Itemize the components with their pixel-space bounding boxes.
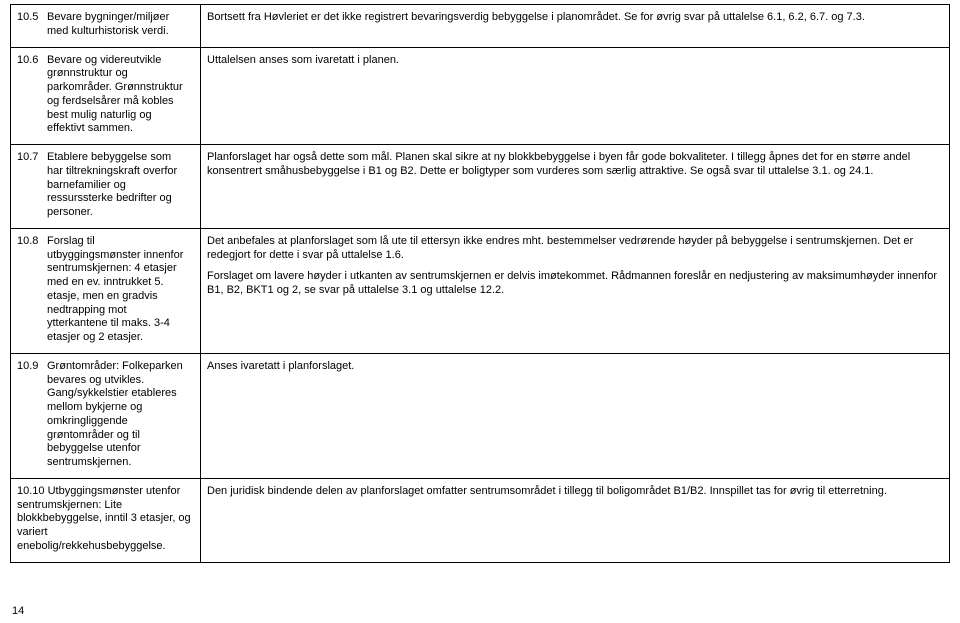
table-row: 10.9Grøntområder: Folkeparken bevares og… — [11, 353, 950, 478]
response-cell: Uttalelsen anses som ivaretatt i planen. — [201, 47, 950, 145]
response-cell: Planforslaget har også dette som mål. Pl… — [201, 145, 950, 229]
provision-text: Bevare bygninger/miljøer med kulturhisto… — [47, 11, 190, 39]
provision-text: Etablere bebyggelse som har tiltreknings… — [47, 151, 190, 220]
provisions-table: 10.5Bevare bygninger/miljøer med kulturh… — [10, 4, 950, 563]
provision-cell: 10.9Grøntområder: Folkeparken bevares og… — [11, 353, 201, 478]
provision-text: 10.10 Utbyggingsmønster utenfor sentrums… — [17, 485, 194, 554]
response-paragraph: Planforslaget har også dette som mål. Pl… — [207, 151, 943, 179]
response-paragraph: Den juridisk bindende delen av planforsl… — [207, 485, 943, 499]
response-paragraph: Anses ivaretatt i planforslaget. — [207, 360, 943, 374]
provision-number: 10.8 — [17, 235, 47, 249]
provision-cell: 10.5Bevare bygninger/miljøer med kulturh… — [11, 5, 201, 48]
provision-text: Forslag til utbyggingsmønster innenfor s… — [47, 235, 190, 345]
document-page: 10.5Bevare bygninger/miljøer med kulturh… — [0, 0, 960, 623]
response-paragraph: Forslaget om lavere høyder i utkanten av… — [207, 270, 943, 298]
provision-number: 10.6 — [17, 54, 47, 68]
table-row: 10.5Bevare bygninger/miljøer med kulturh… — [11, 5, 950, 48]
provision-number: 10.7 — [17, 151, 47, 165]
response-cell: Anses ivaretatt i planforslaget. — [201, 353, 950, 478]
provision-cell: 10.8Forslag til utbyggingsmønster innenf… — [11, 228, 201, 353]
page-number: 14 — [12, 605, 24, 617]
provision-text: Bevare og videreutvikle grønnstruktur og… — [47, 54, 190, 137]
table-row: 10.10 Utbyggingsmønster utenfor sentrums… — [11, 478, 950, 562]
table-row: 10.7Etablere bebyggelse som har tiltrekn… — [11, 145, 950, 229]
response-cell: Den juridisk bindende delen av planforsl… — [201, 478, 950, 562]
response-cell: Det anbefales at planforslaget som lå ut… — [201, 228, 950, 353]
response-cell: Bortsett fra Høvleriet er det ikke regis… — [201, 5, 950, 48]
provision-text: Grøntområder: Folkeparken bevares og utv… — [47, 360, 190, 470]
provision-cell: 10.10 Utbyggingsmønster utenfor sentrums… — [11, 478, 201, 562]
provision-cell: 10.6Bevare og videreutvikle grønnstruktu… — [11, 47, 201, 145]
table-row: 10.6Bevare og videreutvikle grønnstruktu… — [11, 47, 950, 145]
table-row: 10.8Forslag til utbyggingsmønster innenf… — [11, 228, 950, 353]
response-paragraph: Uttalelsen anses som ivaretatt i planen. — [207, 54, 943, 68]
response-paragraph: Bortsett fra Høvleriet er det ikke regis… — [207, 11, 943, 25]
provision-cell: 10.7Etablere bebyggelse som har tiltrekn… — [11, 145, 201, 229]
provision-number: 10.9 — [17, 360, 47, 374]
response-paragraph: Det anbefales at planforslaget som lå ut… — [207, 235, 943, 263]
provision-number: 10.5 — [17, 11, 47, 25]
